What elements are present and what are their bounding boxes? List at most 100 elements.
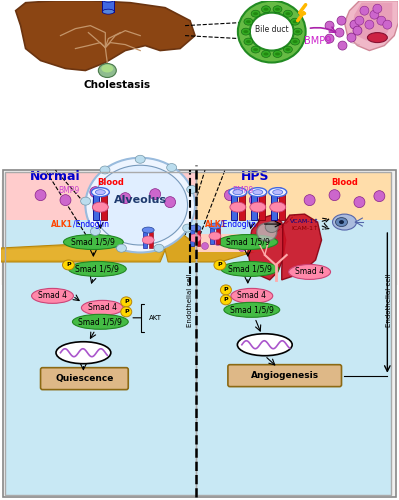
- Bar: [210, 228, 214, 244]
- Ellipse shape: [292, 20, 298, 23]
- Ellipse shape: [353, 26, 362, 35]
- Ellipse shape: [275, 52, 280, 56]
- Text: Smad 4: Smad 4: [237, 292, 266, 300]
- Text: VCAM-1↑: VCAM-1↑: [290, 218, 320, 224]
- Ellipse shape: [350, 20, 359, 29]
- Ellipse shape: [102, 0, 114, 2]
- Ellipse shape: [221, 262, 279, 276]
- Ellipse shape: [81, 197, 91, 205]
- Ellipse shape: [325, 21, 334, 30]
- Text: Smad 4: Smad 4: [295, 268, 324, 276]
- Ellipse shape: [329, 190, 340, 200]
- Ellipse shape: [370, 10, 379, 19]
- Ellipse shape: [63, 234, 123, 250]
- Ellipse shape: [220, 285, 231, 295]
- Ellipse shape: [69, 262, 126, 276]
- Text: P: P: [66, 262, 71, 268]
- Text: Smad 1/5/9: Smad 1/5/9: [75, 264, 119, 274]
- Ellipse shape: [214, 260, 226, 270]
- Bar: [5, 172, 196, 220]
- Ellipse shape: [85, 158, 195, 252]
- Ellipse shape: [373, 4, 382, 13]
- Ellipse shape: [374, 190, 385, 202]
- Ellipse shape: [241, 28, 250, 35]
- Text: Blood: Blood: [331, 178, 358, 186]
- Ellipse shape: [229, 188, 247, 196]
- Text: Endothelial cell: Endothelial cell: [187, 273, 193, 326]
- Text: Endothelial cell: Endothelial cell: [386, 273, 392, 326]
- Ellipse shape: [230, 202, 246, 212]
- Text: Angiogenesis: Angiogenesis: [251, 371, 319, 380]
- Ellipse shape: [360, 6, 369, 15]
- Bar: [143, 232, 147, 248]
- Ellipse shape: [274, 188, 285, 198]
- Polygon shape: [1, 242, 163, 260]
- Ellipse shape: [121, 297, 132, 307]
- Ellipse shape: [347, 33, 356, 42]
- Ellipse shape: [249, 188, 267, 196]
- Ellipse shape: [226, 242, 233, 248]
- Ellipse shape: [32, 288, 73, 304]
- Text: AKT: AKT: [149, 315, 162, 321]
- Ellipse shape: [238, 244, 245, 252]
- FancyBboxPatch shape: [228, 364, 342, 386]
- Ellipse shape: [142, 227, 154, 233]
- Polygon shape: [282, 214, 322, 280]
- Bar: [259, 194, 265, 220]
- Text: Bile duct: Bile duct: [255, 25, 288, 34]
- Ellipse shape: [250, 202, 266, 212]
- Text: P: P: [217, 262, 222, 268]
- Text: P: P: [223, 298, 228, 302]
- Ellipse shape: [233, 190, 243, 194]
- Polygon shape: [352, 2, 392, 40]
- Polygon shape: [1, 240, 165, 262]
- Ellipse shape: [98, 64, 116, 78]
- Ellipse shape: [250, 12, 294, 51]
- Ellipse shape: [150, 188, 161, 200]
- Ellipse shape: [218, 234, 278, 250]
- Ellipse shape: [338, 41, 347, 50]
- Ellipse shape: [95, 190, 105, 194]
- Bar: [5, 220, 196, 495]
- Bar: [1, 180, 398, 285]
- Text: BMP9: BMP9: [58, 186, 79, 194]
- Ellipse shape: [91, 188, 109, 196]
- Text: BMP9: BMP9: [232, 186, 253, 194]
- Ellipse shape: [183, 224, 193, 232]
- Text: /Endoglin: /Endoglin: [220, 220, 256, 228]
- Text: Quiescence: Quiescence: [55, 374, 114, 383]
- Polygon shape: [248, 215, 286, 280]
- Ellipse shape: [209, 232, 221, 240]
- Ellipse shape: [189, 225, 201, 231]
- Ellipse shape: [265, 222, 278, 232]
- Ellipse shape: [292, 40, 298, 43]
- Text: Smad 1/5/9: Smad 1/5/9: [71, 238, 115, 246]
- Ellipse shape: [283, 46, 292, 53]
- Ellipse shape: [243, 30, 248, 33]
- Bar: [239, 194, 245, 220]
- Ellipse shape: [290, 18, 300, 25]
- Ellipse shape: [100, 166, 110, 174]
- Ellipse shape: [238, 0, 306, 62]
- Bar: [149, 232, 153, 248]
- Text: Smad 4: Smad 4: [38, 292, 67, 300]
- Ellipse shape: [273, 190, 283, 194]
- Ellipse shape: [120, 192, 131, 203]
- Ellipse shape: [224, 190, 235, 200]
- Ellipse shape: [93, 165, 188, 245]
- Ellipse shape: [251, 46, 260, 53]
- Ellipse shape: [121, 307, 132, 317]
- Ellipse shape: [335, 28, 344, 37]
- Ellipse shape: [365, 20, 374, 29]
- Bar: [251, 194, 257, 220]
- Ellipse shape: [246, 40, 251, 43]
- Ellipse shape: [60, 194, 71, 205]
- Ellipse shape: [377, 16, 386, 25]
- Ellipse shape: [367, 32, 387, 42]
- Ellipse shape: [289, 264, 330, 280]
- Ellipse shape: [383, 20, 392, 29]
- Ellipse shape: [273, 6, 282, 12]
- Ellipse shape: [244, 18, 253, 25]
- Bar: [196, 172, 391, 496]
- Bar: [5, 172, 196, 496]
